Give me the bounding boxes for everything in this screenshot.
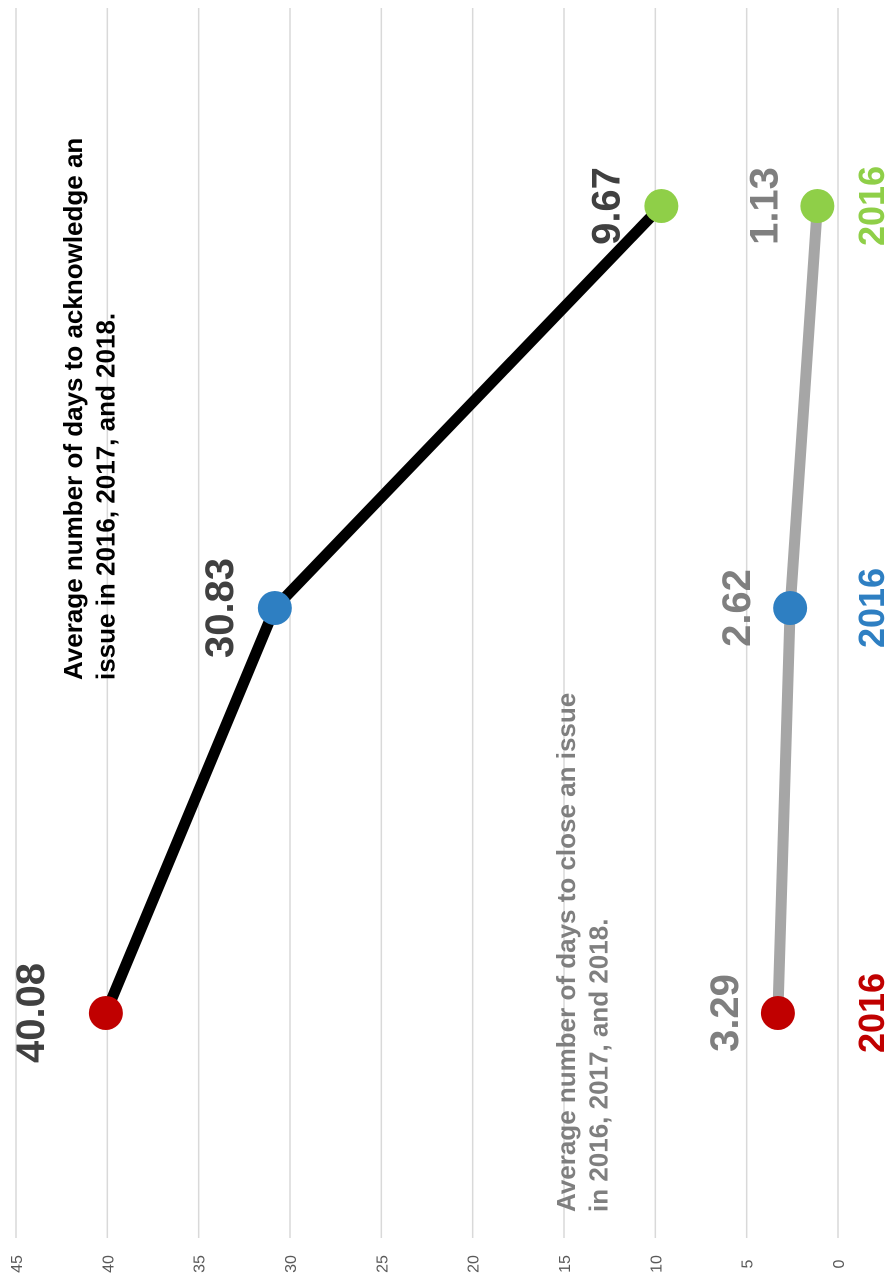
data-labels: 40.08 30.83 9.67 3.29 2.62 1.13 (9, 167, 786, 1063)
category-labels: 2016 2016 2016 (851, 166, 890, 1053)
annotation-acknowledge: Average number of days to acknowledge an… (58, 130, 121, 680)
series-1-point-0 (760, 996, 795, 1030)
y-tick-label: 45 (9, 1255, 26, 1273)
annotation-close-line-1: Average number of days to close an issue (551, 693, 581, 1212)
data-label-series-1-1: 2.62 (715, 569, 759, 647)
data-label-series-1-2: 1.13 (742, 167, 786, 245)
y-tick-label: 10 (648, 1255, 665, 1273)
series-1-point-2 (800, 189, 835, 223)
y-tick-label: 15 (557, 1255, 574, 1273)
y-tick-label: 30 (283, 1255, 300, 1273)
y-tick-label: 0 (831, 1259, 848, 1268)
series-0-point-2 (644, 189, 679, 223)
y-tick-label: 20 (466, 1255, 483, 1273)
annotation-close-line-2: in 2016, 2017, and 2018. (584, 919, 614, 1212)
data-label-series-0-0: 40.08 (9, 963, 53, 1063)
y-tick-label: 35 (192, 1255, 209, 1273)
y-tick-label: 5 (740, 1259, 757, 1268)
category-label: 2016 (851, 568, 890, 648)
y-axis-tick-labels: 0 5 10 15 20 25 30 35 40 45 (9, 1255, 848, 1273)
y-tick-label: 25 (374, 1255, 391, 1273)
category-label: 2016 (851, 973, 890, 1053)
data-label-series-0-1: 30.83 (198, 558, 242, 658)
series-0-point-1 (257, 591, 292, 625)
annotation-acknowledge-line-2: issue in 2016, 2017, and 2018. (91, 313, 121, 680)
annotation-close: Average number of days to close an issue… (551, 686, 614, 1212)
series-1-point-1 (773, 591, 808, 625)
y-tick-label: 40 (100, 1255, 117, 1273)
category-label: 2016 (851, 166, 890, 246)
data-label-series-0-2: 9.67 (584, 167, 628, 245)
annotation-acknowledge-line-1: Average number of days to acknowledge an (58, 138, 88, 680)
data-label-series-1-0: 3.29 (703, 974, 747, 1052)
series-0-point-0 (88, 996, 123, 1030)
series-group (88, 189, 835, 1030)
